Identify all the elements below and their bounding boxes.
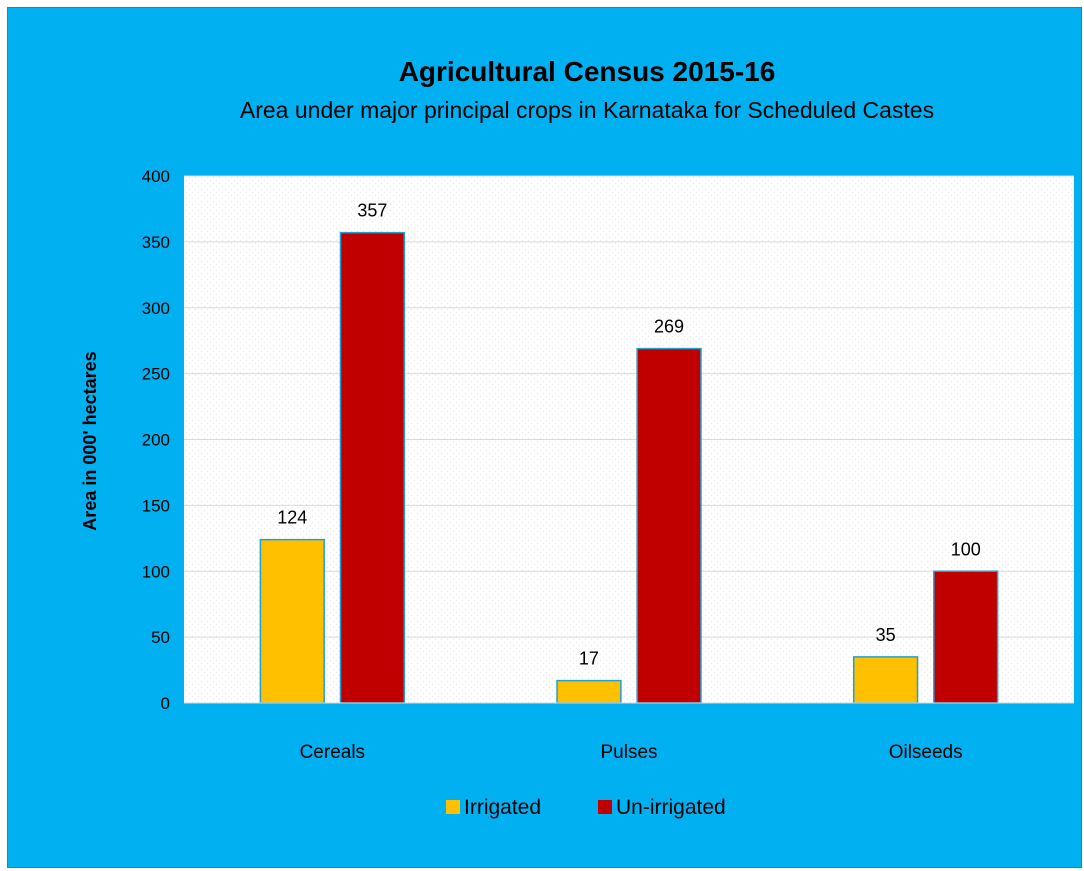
data-label: 35	[876, 625, 896, 645]
gridlines	[184, 175, 1074, 638]
y-tick-label: 250	[142, 365, 170, 384]
bar-irrigated-oilseeds	[852, 656, 919, 704]
x-category-label: Oilseeds	[889, 742, 963, 763]
data-label: 17	[579, 649, 599, 669]
y-tick-label: 100	[142, 562, 170, 581]
bar-un-irrigated-oilseeds	[933, 570, 999, 704]
data-label: 269	[654, 317, 684, 337]
y-tick-label: 350	[142, 233, 170, 252]
y-tick-label: 0	[161, 694, 170, 713]
chart-svg: Agricultural Census 2015-16 Area under m…	[80, 56, 1074, 819]
y-axis-label: Area in 000' hectares	[80, 351, 100, 530]
chart-subtitle: Area under major principal crops in Karn…	[240, 97, 934, 123]
legend-swatch	[598, 800, 612, 814]
y-tick-label: 400	[142, 167, 170, 186]
y-tick-label: 50	[151, 628, 170, 647]
legend-label: Irrigated	[464, 796, 541, 819]
y-axis-ticks: 0 50 100 150 200 250 300 350 400	[142, 167, 170, 713]
bars	[259, 231, 999, 704]
bar-un-irrigated-cereals	[339, 231, 406, 704]
legend: Irrigated Un-irrigated	[446, 796, 726, 819]
chart-title: Agricultural Census 2015-16	[399, 56, 776, 87]
y-tick-label: 200	[142, 431, 170, 450]
x-category-label: Cereals	[300, 742, 365, 763]
bar-irrigated-pulses	[556, 679, 622, 704]
bar-un-irrigated-pulses	[636, 347, 702, 704]
legend-label: Un-irrigated	[616, 796, 726, 819]
data-label: 124	[277, 508, 307, 528]
data-label: 100	[951, 539, 981, 559]
data-label: 357	[357, 201, 387, 221]
y-tick-label: 300	[142, 299, 170, 318]
x-axis-categories: Cereals Pulses Oilseeds	[300, 742, 963, 763]
chart-frame: Agricultural Census 2015-16 Area under m…	[7, 7, 1082, 868]
x-category-label: Pulses	[600, 742, 657, 763]
legend-swatch	[446, 800, 460, 814]
data-labels: 124 357 17 269 35 100	[277, 201, 980, 669]
bar-irrigated-cereals	[259, 538, 325, 704]
y-tick-label: 150	[142, 496, 170, 515]
